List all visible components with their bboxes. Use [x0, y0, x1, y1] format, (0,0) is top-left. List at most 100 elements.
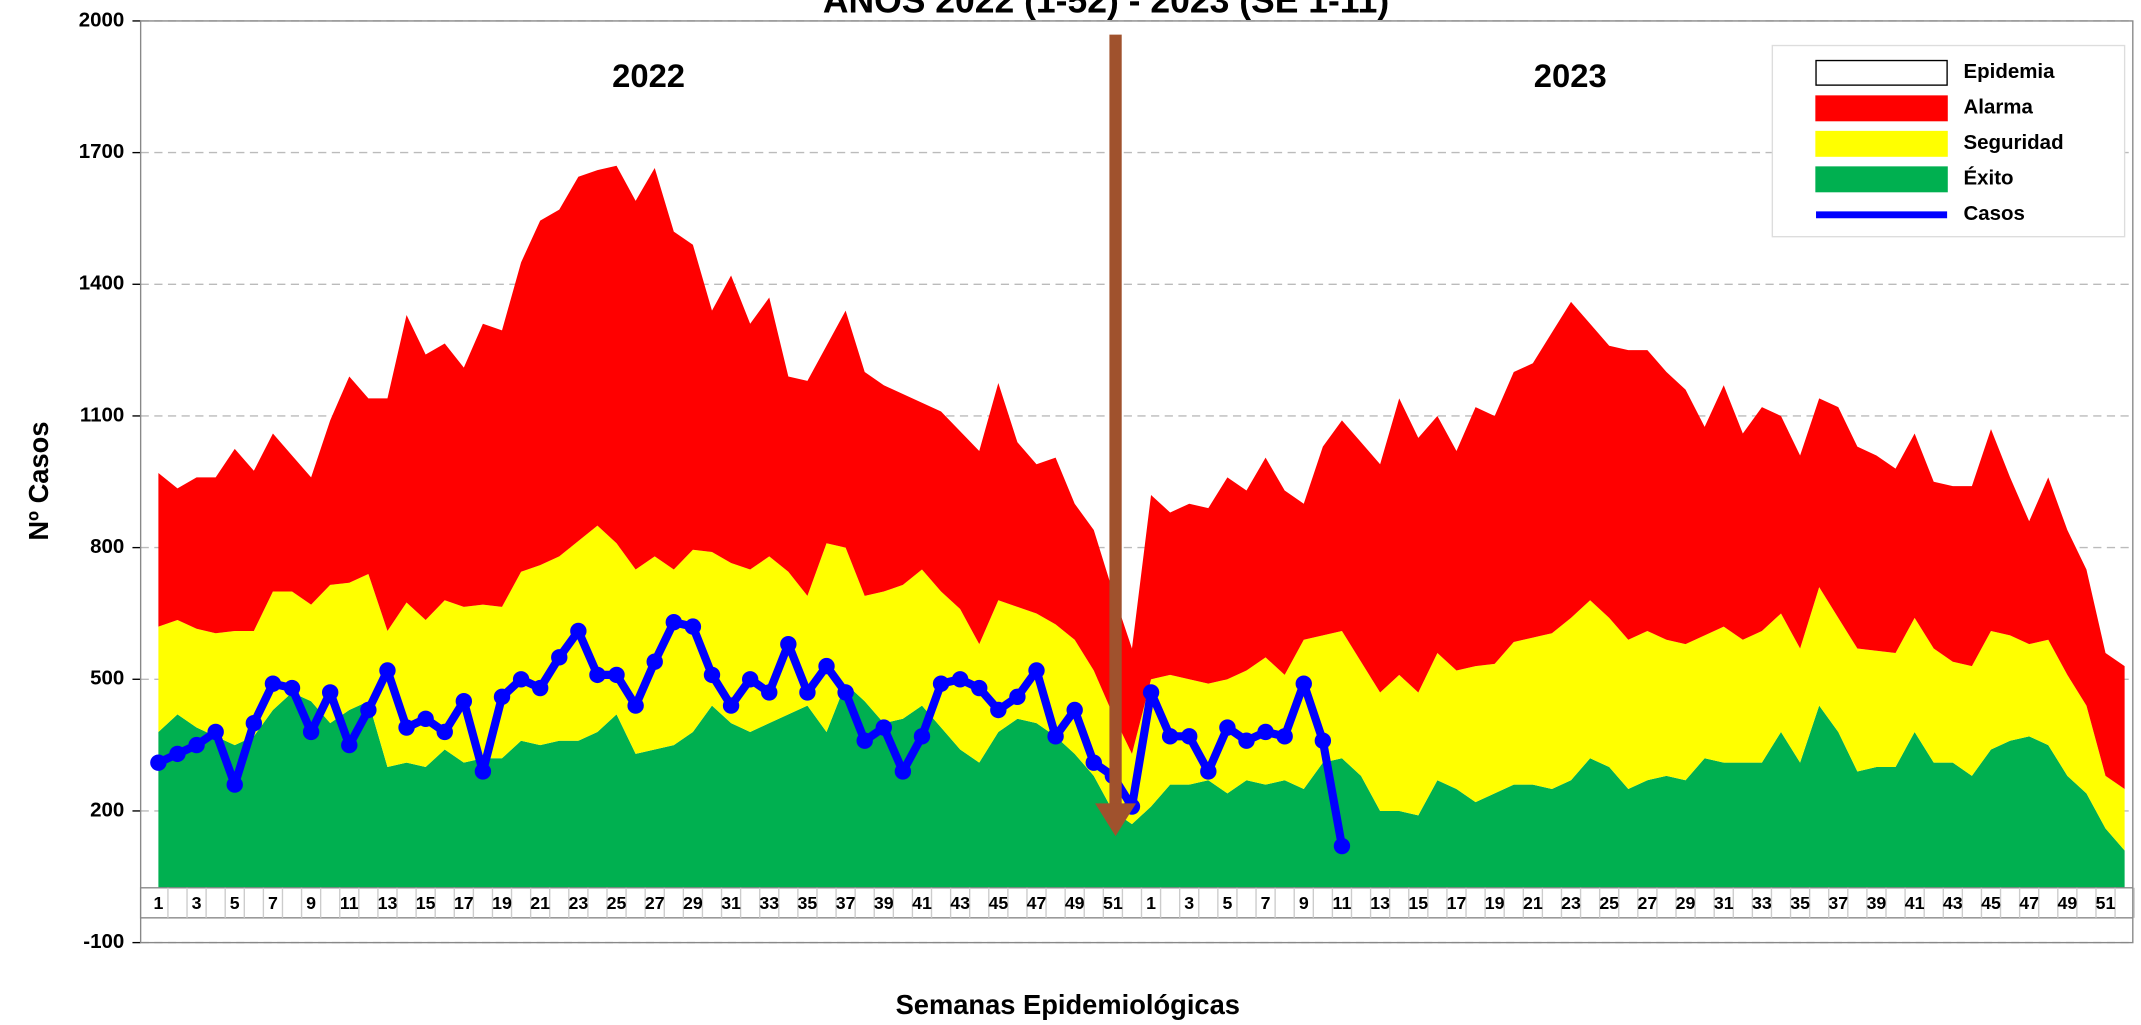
x-tick-label: 39 [1867, 893, 1887, 913]
area-2 [158, 525, 2125, 851]
point [474, 763, 492, 780]
x-tick-label: 43 [950, 893, 970, 913]
legend-label: Alarma [1963, 96, 2033, 119]
point [627, 697, 644, 714]
x-tick-label: 49 [2057, 893, 2077, 913]
point [913, 728, 931, 745]
point [1333, 837, 1351, 855]
x-tick-label: 19 [1485, 893, 1505, 913]
point [188, 736, 205, 754]
x-tick-label: 17 [1447, 893, 1467, 913]
x-tick-label: 45 [988, 893, 1008, 913]
point [417, 710, 434, 727]
point [341, 736, 358, 754]
point [322, 684, 339, 701]
x-tick-label: 5 [1222, 893, 1232, 913]
point [226, 776, 243, 793]
x-tick-label: 25 [1599, 893, 1619, 913]
y-tick-label: -100 [83, 930, 124, 953]
x-tick-label: 11 [1333, 893, 1352, 913]
x-axis-strip [139, 887, 2134, 919]
point [608, 666, 625, 684]
x-tick-label: 49 [1065, 893, 1085, 913]
point [856, 732, 873, 749]
point [1276, 728, 1293, 745]
point [379, 662, 396, 679]
x-tick-label: 15 [416, 893, 436, 913]
x-tick-label: 13 [378, 893, 398, 913]
legend-label: Epidemia [1963, 60, 2055, 83]
x-tick-label: 43 [1943, 893, 1963, 913]
legend-swatch [1815, 166, 1948, 193]
point [1142, 684, 1160, 701]
lines [150, 614, 1351, 855]
point [1047, 728, 1064, 745]
point [531, 679, 549, 697]
point [951, 671, 969, 688]
x-tick-label: 47 [2019, 893, 2039, 913]
point [589, 666, 606, 684]
point [932, 675, 950, 692]
point [684, 618, 702, 635]
point [780, 635, 797, 653]
arrow-head [1095, 803, 1137, 837]
legend-label: Éxito [1963, 167, 2013, 190]
y-axis-label: Nº Casos [23, 421, 54, 540]
x-tick-label: 51 [2096, 893, 2116, 913]
point [398, 719, 415, 736]
x-tick-label: 37 [1828, 893, 1848, 913]
x-tick-label: 3 [192, 893, 202, 913]
x-tick-label: 23 [568, 893, 588, 913]
x-tick-label: 9 [306, 893, 316, 913]
x-tick-label: 11 [340, 893, 359, 913]
legend-label: Casos [1963, 202, 2024, 225]
x-tick-label: 45 [1981, 893, 2001, 913]
point [551, 649, 568, 666]
point [1295, 675, 1312, 692]
point [741, 671, 759, 688]
x-tick-label: 5 [230, 893, 240, 913]
point [894, 763, 912, 780]
x-tick-label: 17 [454, 893, 474, 913]
point [646, 653, 663, 670]
legend-swatch [1815, 59, 1948, 86]
point [493, 688, 511, 706]
x-tick-label: 1 [153, 893, 163, 913]
x-tick-label: 33 [1752, 893, 1772, 913]
x-tick-label: 29 [1676, 893, 1696, 913]
point [1028, 662, 1045, 679]
x-tick-label: 9 [1299, 893, 1309, 913]
point [283, 679, 301, 697]
annotation: 2023 [1534, 57, 1607, 94]
point [302, 723, 320, 741]
x-axis: 1 3 5 7 9 11 13 15 17 19 21 23 25 27 29 31 33 35 37 39 41 43 4… [139, 887, 2135, 919]
x-tick-label: 19 [492, 893, 512, 913]
x-tick-label: 7 [268, 893, 278, 913]
y-tick-label: 1700 [79, 140, 125, 163]
point [665, 614, 683, 631]
chart-title: AÑOS 2022 (1-52) - 2023 (SE 1-11) [823, 0, 1389, 21]
point [990, 701, 1007, 719]
point [169, 745, 186, 763]
x-tick-label: 51 [1103, 893, 1123, 913]
legend-label: Seguridad [1963, 131, 2063, 154]
area-1 [158, 165, 2125, 790]
x-tick-label: 21 [530, 893, 550, 913]
point [1181, 728, 1198, 745]
x-tick-label: 13 [1370, 893, 1390, 913]
x-tick-label: 27 [645, 893, 665, 913]
x-tick-label: 21 [1523, 893, 1543, 913]
point [264, 675, 282, 692]
x-tick-label: 3 [1184, 893, 1194, 913]
point [207, 723, 224, 741]
x-tick-label: 31 [1714, 893, 1734, 913]
point [570, 622, 587, 640]
x-tick-label: 41 [912, 893, 932, 913]
point [875, 719, 892, 736]
point [1161, 728, 1179, 745]
area-3 [158, 683, 2125, 899]
x-tick-label: 33 [759, 893, 779, 913]
x-tick-label: 1 [1146, 893, 1156, 913]
